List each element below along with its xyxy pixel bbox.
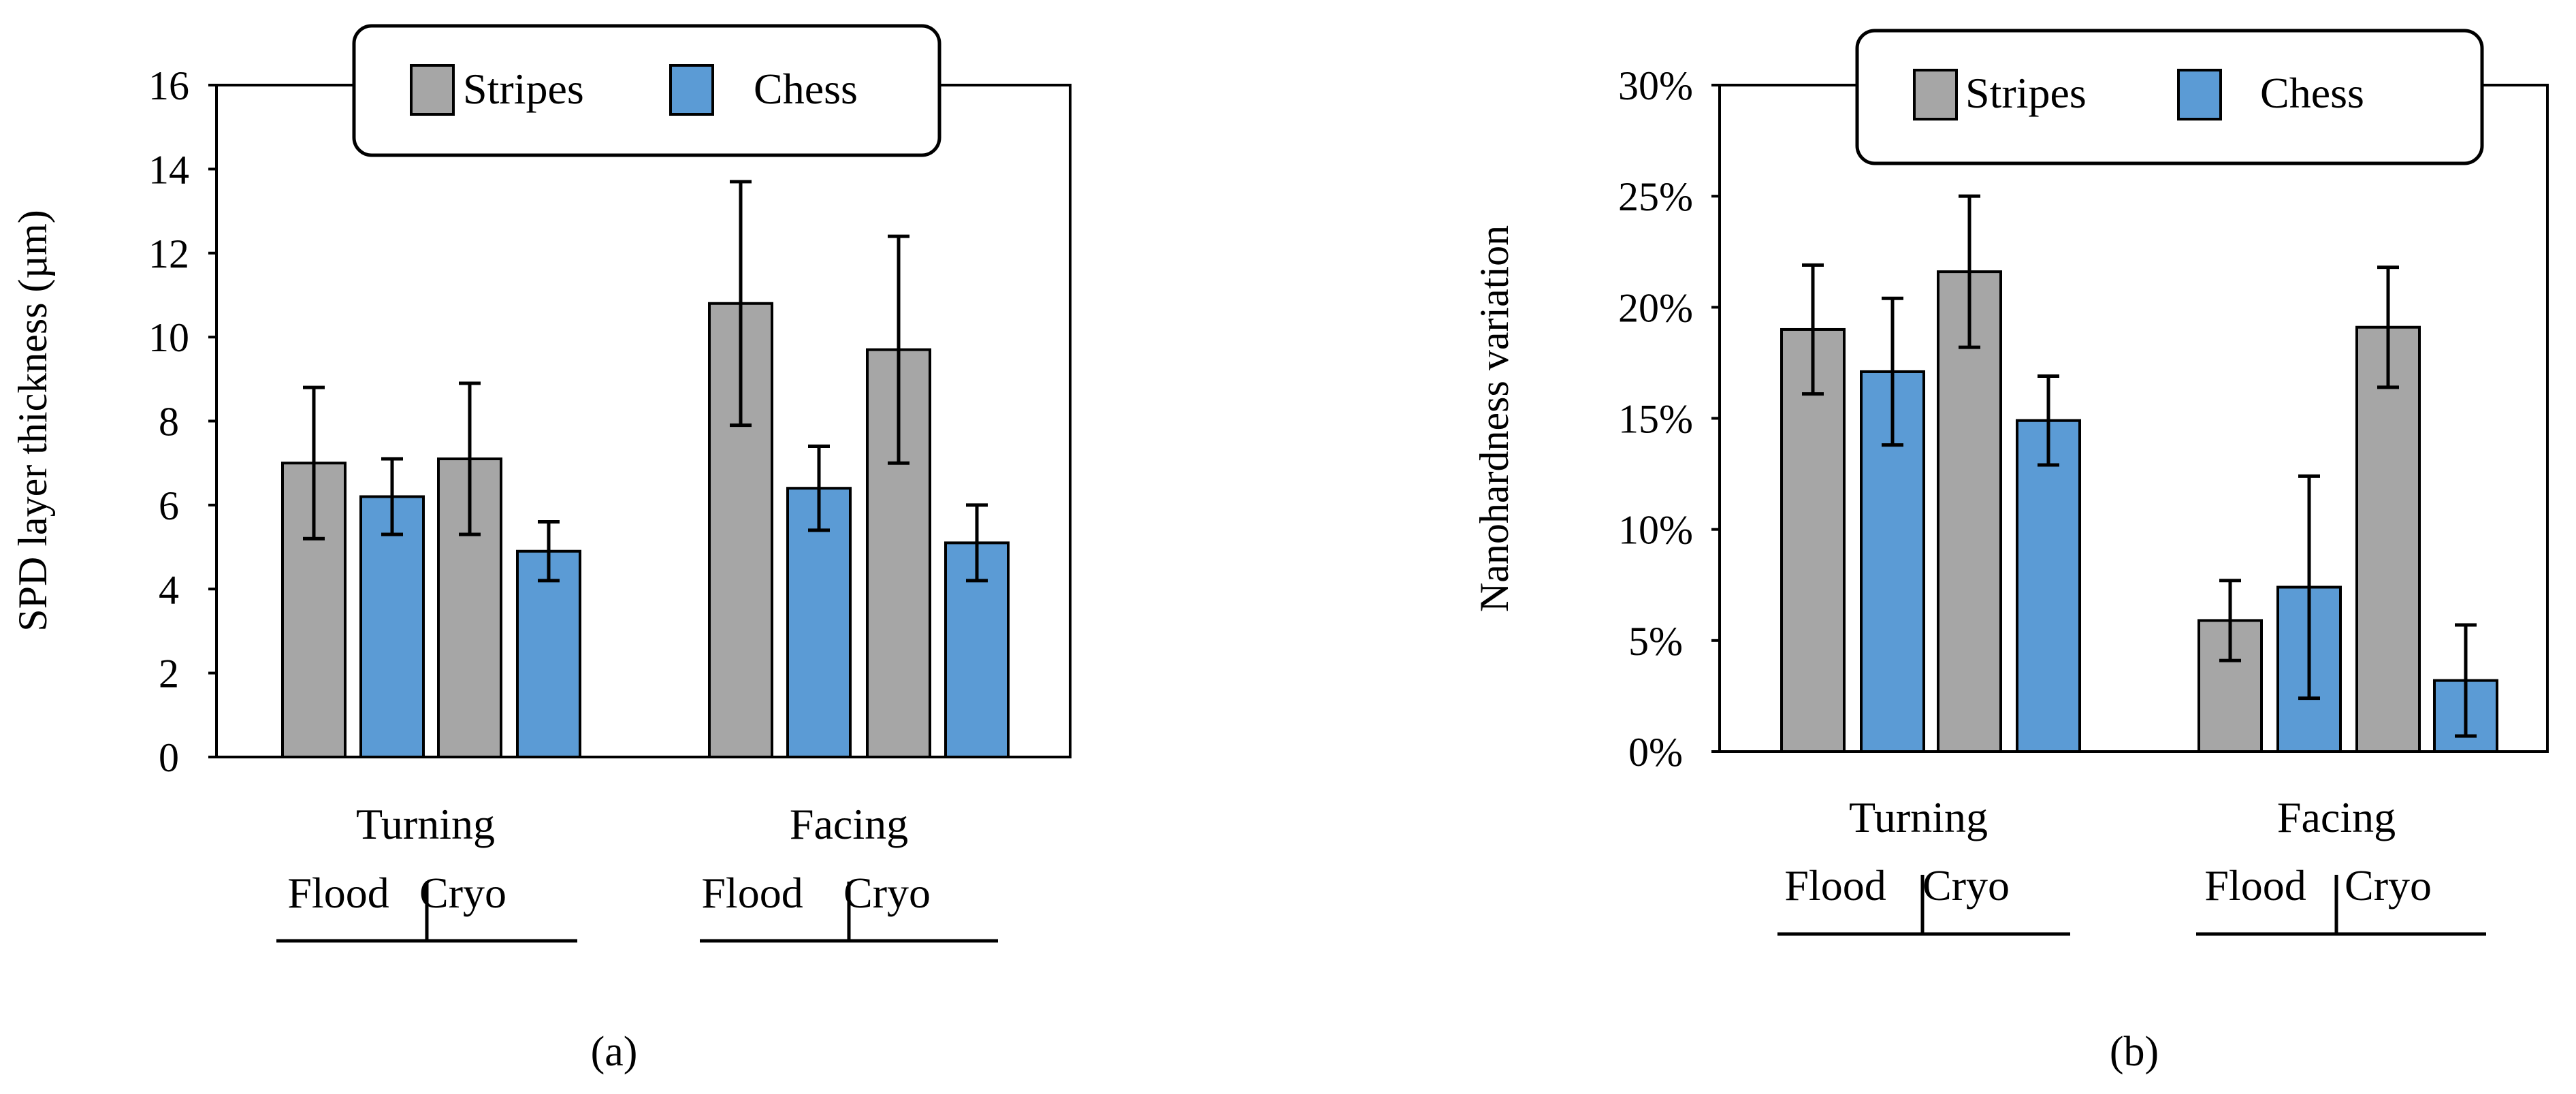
panel-caption: (b) bbox=[2110, 1029, 2159, 1075]
sub-label-flood: Flood bbox=[287, 869, 389, 917]
sub-label-flood: Flood bbox=[1784, 861, 1886, 910]
y-tick-label: 2 bbox=[159, 651, 179, 696]
legend-box bbox=[1855, 29, 2484, 165]
y-tick-label: 25% bbox=[1618, 174, 1693, 219]
stripes-bar-facing-cryo bbox=[2355, 325, 2421, 754]
y-tick-label: 20% bbox=[1618, 285, 1693, 330]
legend-label-stripes: Stripes bbox=[1965, 69, 2087, 117]
y-tick-label: 12 bbox=[148, 231, 189, 276]
legend-label-chess: Chess bbox=[754, 65, 858, 113]
chess-bar-turning-cryo bbox=[516, 549, 581, 758]
legend-label-stripes: Stripes bbox=[463, 65, 584, 113]
y-tick-label: 14 bbox=[148, 147, 189, 192]
panel-caption: (a) bbox=[591, 1029, 638, 1075]
y-tick-label: 4 bbox=[159, 567, 179, 612]
y-tick-label: 0% bbox=[1628, 730, 1683, 775]
chart-panel-a: 0 2 4 6 8 10 12 14 16 SPD layer thickness (µm) Tur… bbox=[10, 24, 1072, 1075]
y-tick-label: 6 bbox=[159, 483, 179, 528]
group-label-facing: Facing bbox=[790, 800, 908, 848]
chess-bar-facing-flood bbox=[786, 487, 852, 758]
sub-label-flood: Flood bbox=[701, 869, 803, 917]
chart-panel-b: 0% 5% 10% 15% 20% 25% 30% Nanohardness variatio… bbox=[1472, 29, 2549, 1075]
stripes-bar-turning-flood bbox=[1780, 327, 1846, 753]
y-axis-label: Nanohardness variation bbox=[1472, 225, 1517, 612]
group-label-turning: Turning bbox=[1849, 793, 1988, 841]
legend-swatch-chess bbox=[669, 64, 714, 116]
y-tick-label: 16 bbox=[148, 63, 189, 108]
y-tick-label: 15% bbox=[1618, 397, 1693, 442]
group-label-facing: Facing bbox=[2277, 793, 2396, 841]
y-tick-label: 30% bbox=[1618, 63, 1693, 108]
y-tick-label: 5% bbox=[1628, 619, 1683, 664]
sub-label-cryo: Cryo bbox=[1922, 861, 2010, 910]
sub-label-flood: Flood bbox=[2204, 861, 2306, 910]
legend-label-chess: Chess bbox=[2260, 69, 2364, 117]
legend-swatch-chess bbox=[2177, 69, 2222, 120]
y-axis-label: SPD layer thickness (µm) bbox=[10, 210, 55, 631]
group-label-turning: Turning bbox=[356, 800, 495, 848]
legend-box bbox=[352, 24, 941, 157]
sub-label-cryo: Cryo bbox=[843, 869, 931, 917]
sub-label-cryo: Cryo bbox=[419, 869, 506, 917]
sub-label-cryo: Cryo bbox=[2345, 861, 2432, 910]
y-tick-label: 0 bbox=[159, 735, 179, 780]
y-tick-label: 8 bbox=[159, 400, 179, 445]
legend-swatch-stripes bbox=[410, 64, 455, 116]
y-tick-label: 10 bbox=[148, 315, 189, 360]
legend-swatch-stripes bbox=[1913, 69, 1958, 120]
chess-bar-turning-cryo bbox=[2016, 419, 2081, 753]
y-tick-label: 10% bbox=[1618, 508, 1693, 553]
